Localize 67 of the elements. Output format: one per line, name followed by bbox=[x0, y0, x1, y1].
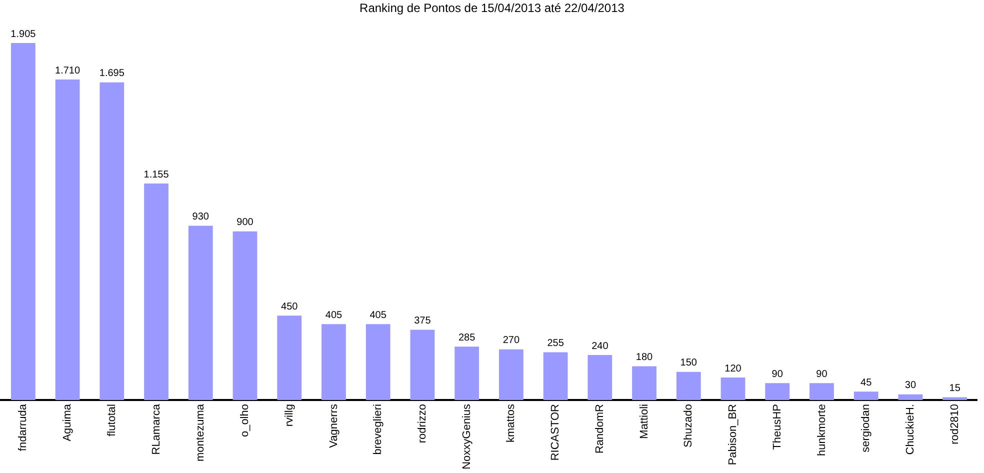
data-label: 30 bbox=[904, 380, 916, 392]
data-label: 255 bbox=[547, 338, 564, 349]
bar bbox=[632, 366, 656, 400]
data-label: 15 bbox=[949, 382, 961, 394]
data-label: 450 bbox=[281, 301, 298, 312]
bar bbox=[188, 226, 213, 400]
bar bbox=[232, 231, 258, 400]
data-label: 285 bbox=[458, 332, 476, 344]
data-label: 930 bbox=[192, 211, 210, 222]
bar bbox=[277, 316, 302, 400]
x-tick-label: rodrizzo bbox=[416, 404, 428, 444]
bar bbox=[498, 349, 524, 400]
data-label: 405 bbox=[325, 310, 343, 321]
x-tick-label: flutotal bbox=[106, 404, 118, 436]
bar bbox=[100, 82, 124, 400]
bar bbox=[454, 346, 480, 400]
x-tick-label: Vagnerrs bbox=[328, 404, 340, 448]
data-label: 1.905 bbox=[10, 28, 36, 40]
data-label: 405 bbox=[370, 310, 387, 321]
data-label: 90 bbox=[772, 368, 784, 380]
data-label: 375 bbox=[414, 315, 432, 326]
data-label: 1.155 bbox=[144, 169, 170, 180]
x-tick-label: rvillg bbox=[283, 404, 296, 427]
x-tick-label: RLamarca bbox=[150, 403, 162, 455]
x-tick-label: Shuzado bbox=[682, 404, 695, 448]
data-label: 900 bbox=[236, 217, 254, 228]
data-label: 240 bbox=[592, 340, 609, 352]
x-tick-label: Pabison_BR bbox=[727, 404, 740, 466]
bar bbox=[55, 80, 80, 400]
chart-title: Ranking de Pontos de 15/04/2013 até 22/04/2013 bbox=[358, 1, 626, 15]
x-tick-label: breveglieri bbox=[372, 404, 384, 455]
x-tick-label: hunkmorte bbox=[816, 404, 828, 456]
x-tick-label: Aguima bbox=[62, 403, 74, 442]
x-tick-label: montezuma bbox=[194, 403, 207, 462]
x-tick-label: RICASTOR bbox=[550, 404, 562, 461]
bar bbox=[942, 397, 968, 400]
data-label: 120 bbox=[724, 363, 742, 374]
x-tick-label: rod2810 bbox=[948, 404, 961, 444]
x-tick-label: TheusHP bbox=[771, 404, 784, 450]
data-label: 270 bbox=[502, 335, 520, 346]
bar bbox=[366, 324, 390, 400]
bar bbox=[720, 378, 746, 400]
x-tick-label: fndarruda bbox=[17, 403, 30, 452]
x-tick-label: RandomR bbox=[594, 404, 606, 454]
x-tick-label: o_olho bbox=[239, 404, 252, 438]
x-tick-label: NoxxyGenius bbox=[460, 404, 473, 470]
data-label: 150 bbox=[680, 358, 698, 369]
data-label: 180 bbox=[636, 352, 654, 364]
bar bbox=[765, 383, 790, 400]
bar bbox=[854, 392, 878, 400]
x-tick-label: ChuckieH. bbox=[904, 404, 916, 455]
bar bbox=[810, 383, 834, 400]
data-label: 90 bbox=[816, 368, 828, 380]
x-tick-label: kmattos bbox=[505, 404, 518, 443]
bar bbox=[410, 330, 435, 400]
data-label: 1.710 bbox=[55, 65, 80, 76]
data-label: 1.695 bbox=[99, 68, 125, 80]
bar bbox=[588, 355, 612, 400]
data-label: 45 bbox=[860, 377, 872, 388]
bar bbox=[676, 372, 701, 400]
bar bbox=[144, 184, 168, 400]
bar bbox=[10, 43, 36, 400]
bar bbox=[322, 324, 346, 400]
x-tick-label: Mattioli bbox=[638, 404, 650, 439]
x-tick-label: sergiodan bbox=[860, 404, 872, 452]
bar bbox=[898, 394, 923, 400]
bar bbox=[543, 352, 568, 400]
